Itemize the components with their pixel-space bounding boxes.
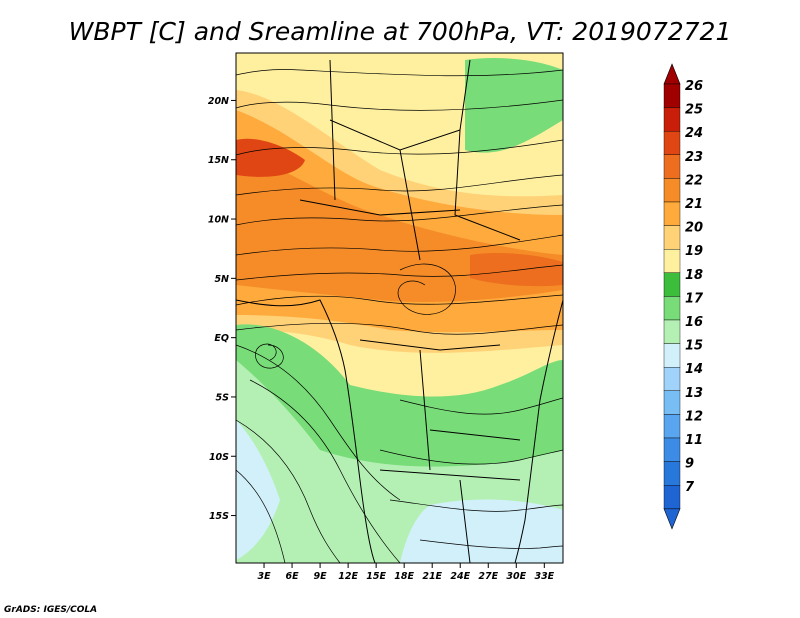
lon-tick-label: 33E <box>534 571 554 582</box>
colorbar-low-arrow <box>663 508 681 530</box>
lon-tick-label: 18E <box>394 571 414 582</box>
colorbar-label: 22 <box>685 173 703 188</box>
colorbar-swatch <box>663 319 681 344</box>
lon-tick-label: 9E <box>314 571 328 582</box>
lon-tick-label: 15E <box>366 571 386 582</box>
colorbar-label: 25 <box>685 103 703 118</box>
lon-tick-label: 27E <box>478 571 498 582</box>
coastlines-borders <box>236 59 563 563</box>
country-borders-north <box>299 59 521 261</box>
colorbar-swatch <box>663 414 681 439</box>
streamlines <box>236 69 563 563</box>
colorbar-label: 11 <box>685 433 703 448</box>
streamline <box>236 139 563 156</box>
lon-tick-label: 3E <box>257 571 271 582</box>
streamline <box>399 397 563 415</box>
colorbar-swatch <box>663 178 681 203</box>
colorbar-label: 15 <box>685 339 703 354</box>
lat-tick-label: 15S <box>209 511 229 522</box>
streamline <box>236 99 563 111</box>
lat-tick-label: 10N <box>208 215 229 226</box>
streamline <box>236 322 563 335</box>
colorbar-swatch <box>663 485 681 510</box>
streamline <box>236 419 341 563</box>
colorbar-label: 20 <box>685 221 703 236</box>
lat-tick-label: 10S <box>209 452 229 463</box>
streamline <box>236 234 563 256</box>
lat-tick-label: 20N <box>208 96 229 107</box>
colorbar-label: 19 <box>685 244 703 259</box>
colorbar-swatch <box>663 154 681 179</box>
colorbar-label: 23 <box>685 150 703 165</box>
wbpt-shading <box>236 53 563 563</box>
west-africa-coastline <box>236 299 376 563</box>
colorbar-label: 17 <box>685 291 704 306</box>
colorbar-swatch <box>663 107 681 132</box>
lat-tick-label: 5N <box>214 274 229 285</box>
colorbar-swatch <box>663 248 681 273</box>
colorbar-label: 21 <box>685 197 703 212</box>
streamline <box>379 449 563 465</box>
map-title: WBPT [C] and Sreamline at 700hPa, VT: 20… <box>69 17 732 46</box>
lat-tick-label: 15N <box>208 155 229 166</box>
streamline <box>236 69 563 77</box>
colorbar-swatch <box>663 201 681 226</box>
colorbar-swatch <box>663 461 681 486</box>
colorbar-label: 24 <box>685 126 703 141</box>
colorbar-swatch <box>663 390 681 415</box>
field-hot-core-west <box>236 138 305 177</box>
colorbar-label: 14 <box>685 362 703 377</box>
streamline <box>249 379 401 563</box>
credit-text: GrADS: IGES/COLA <box>4 605 97 615</box>
lon-tick-label: 21E <box>422 571 442 582</box>
east-africa-coastline <box>514 299 563 563</box>
country-borders-south <box>359 339 521 563</box>
colorbar-label: 13 <box>685 386 703 401</box>
colorbar-swatch <box>663 272 681 297</box>
streamline <box>236 294 563 306</box>
longitude-axis: 3E 6E 9E 12E 15E 18E 21E 24E 27E 30E 33E <box>257 563 555 582</box>
streamline <box>236 264 563 281</box>
lon-tick-label: 30E <box>506 571 526 582</box>
streamline <box>389 499 563 512</box>
colorbar-swatch <box>663 83 681 108</box>
colorbar: 26 25 24 23 22 21 20 19 18 17 16 15 14 13 12 11 9 7 <box>663 63 704 530</box>
anticyclone-circulation <box>397 263 456 315</box>
cyclonic-circulation <box>255 343 284 369</box>
streamline <box>236 204 563 226</box>
latitude-axis: 20N 15N 10N 5N EQ 5S 10S 15S <box>208 96 236 522</box>
lon-tick-label: 12E <box>338 571 358 582</box>
colorbar-label: 9 <box>685 457 694 472</box>
streamline <box>236 469 286 563</box>
map-frame <box>235 52 564 564</box>
field-coolest-southeast <box>400 499 563 563</box>
lon-tick-label: 24E <box>450 571 470 582</box>
field-hot-core-east <box>470 252 563 287</box>
streamline <box>236 174 563 196</box>
colorbar-swatch <box>663 343 681 368</box>
streamline <box>236 344 401 501</box>
colorbar-label: 12 <box>685 409 703 424</box>
colorbar-swatch <box>663 225 681 250</box>
colorbar-label: 18 <box>685 268 703 283</box>
colorbar-label: 16 <box>685 315 703 330</box>
colorbar-label: 7 <box>685 480 695 495</box>
colorbar-swatch <box>663 130 681 155</box>
colorbar-swatch <box>663 367 681 392</box>
colorbar-swatch <box>663 296 681 321</box>
field-cool-northeast <box>465 58 563 153</box>
lon-tick-label: 6E <box>286 571 300 582</box>
colorbar-swatch <box>663 437 681 462</box>
colorbar-high-arrow <box>663 63 681 85</box>
lat-tick-label: EQ <box>214 333 229 344</box>
field-coolest-west <box>236 420 280 560</box>
lat-tick-label: 5S <box>216 392 230 403</box>
colorbar-label: 26 <box>685 79 703 94</box>
streamline <box>419 539 563 549</box>
